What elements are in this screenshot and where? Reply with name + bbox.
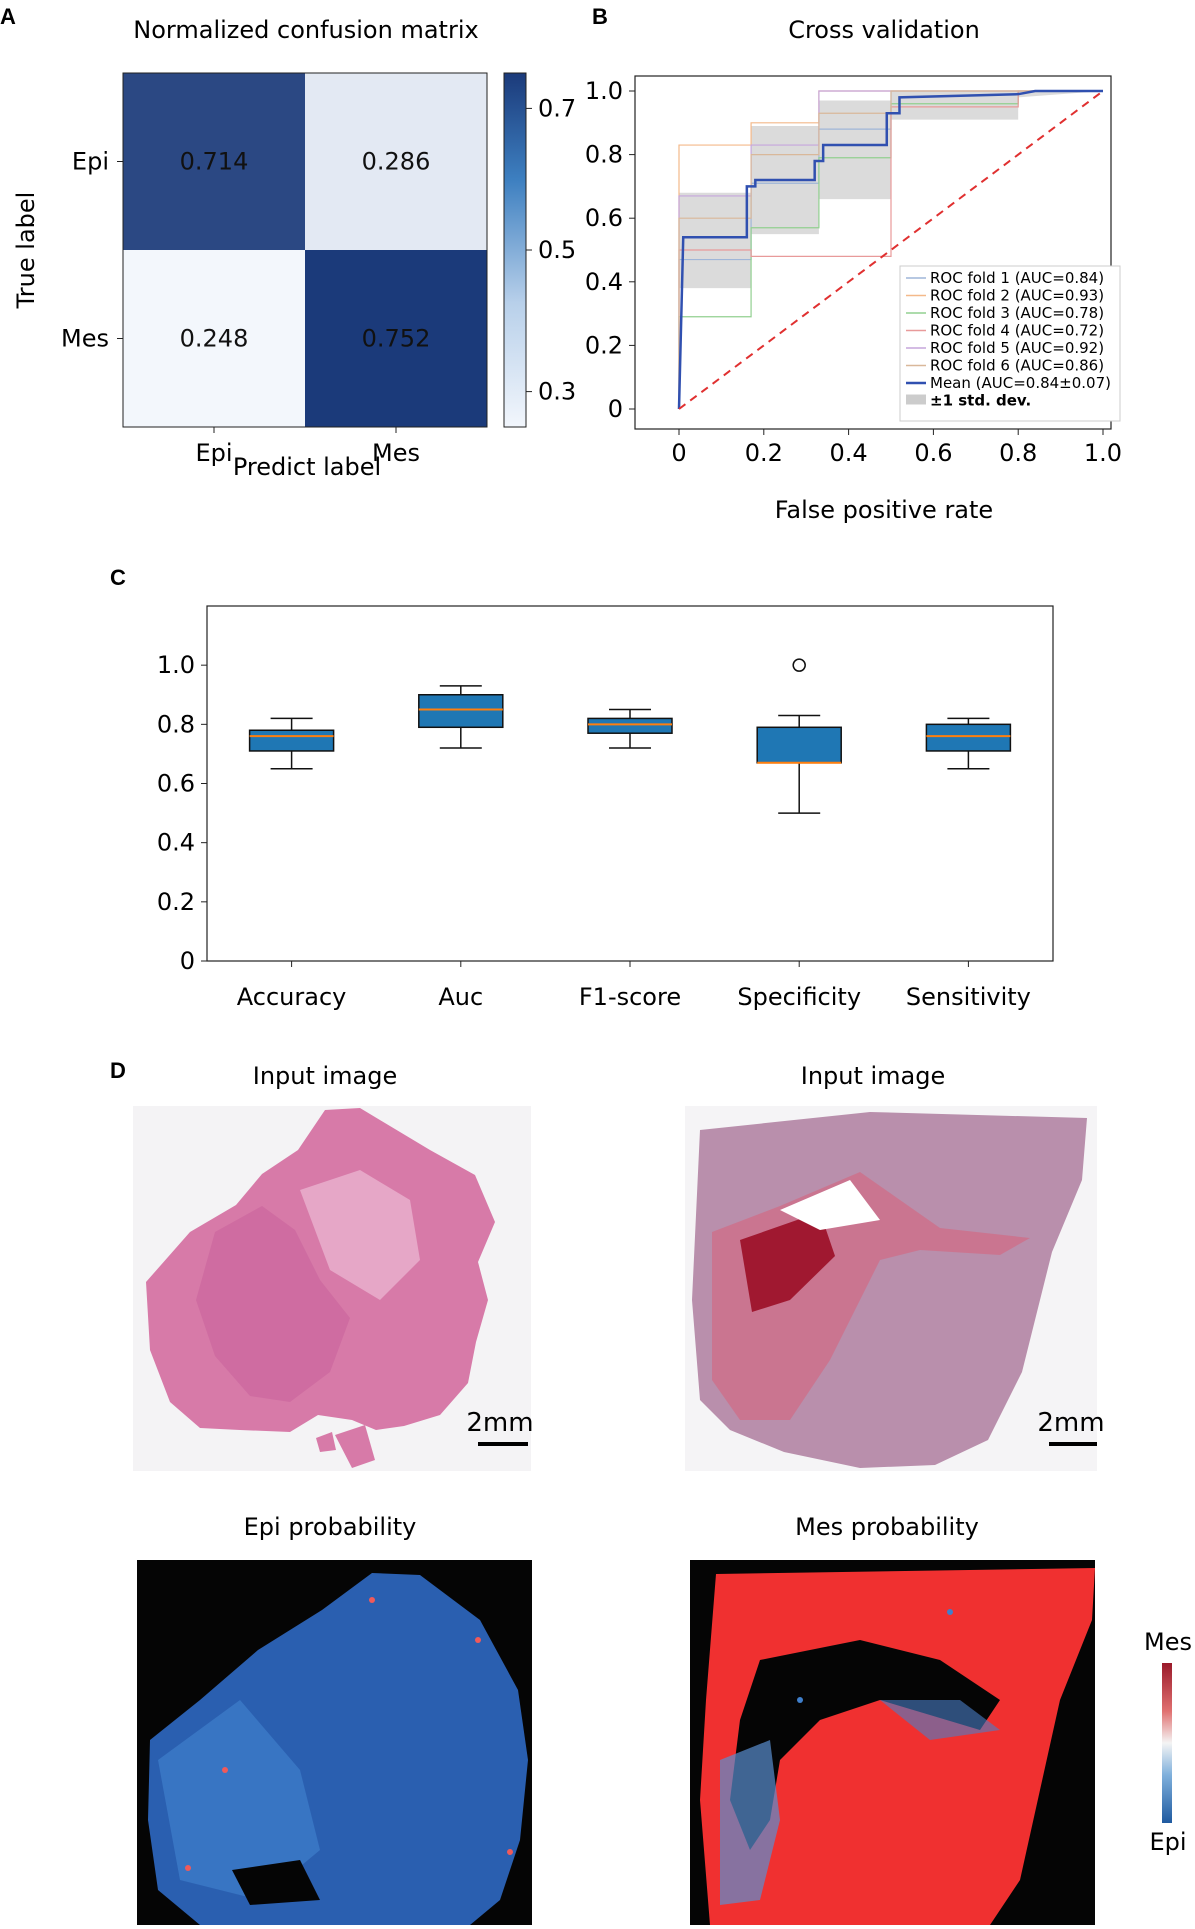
roc-title: Cross validation (788, 16, 980, 44)
roc-xtick-label: 0.8 (999, 439, 1037, 467)
box-xtick-label: Sensitivity (906, 983, 1031, 1011)
roc-ytick-label: 0.4 (585, 268, 623, 296)
roc-legend-band-label: ±1 std. dev. (930, 392, 1031, 410)
roc-ytick-label: 0.6 (585, 204, 623, 232)
confusion-ytick-label: Mes (61, 325, 109, 353)
roc-xtick-label: 0.2 (745, 439, 783, 467)
box-xtick-label: F1-score (579, 983, 681, 1011)
roc-ytick-label: 0.2 (585, 331, 623, 359)
legend-bottom-label: Epi (1149, 1828, 1186, 1856)
confusion-xtick-label: Epi (195, 439, 232, 467)
epi-probability-map (137, 1560, 532, 1925)
box-ytick-label: 0.4 (157, 829, 195, 857)
roc-legend-label: ROC fold 1 (AUC=0.84) (930, 269, 1104, 287)
input-image-title-right: Input image (801, 1062, 946, 1090)
box-plot: 0 0.2 0.4 0.6 0.8 1.0 Accuracy Auc F1-score Speci… (157, 605, 1054, 1011)
roc-ytick-label: 0.8 (585, 141, 623, 169)
roc-chance-line (678, 90, 1104, 410)
roc-fold-line (678, 90, 1103, 409)
roc-ytick-label: 1.0 (585, 77, 623, 105)
confusion-cell-value: 0.286 (362, 148, 431, 176)
confusion-frame (122, 72, 488, 428)
roc-ytick-label: 0 (608, 395, 623, 423)
probability-legend: Mes Epi (1144, 1628, 1192, 1856)
panel-label-a: A (0, 4, 16, 29)
confusion-ylabel: True label (12, 192, 40, 310)
box-outlier (792, 658, 806, 672)
roc-xtick-label: 0.6 (914, 439, 952, 467)
box-ytick-label: 0 (180, 947, 195, 975)
roc-xtick-label: 0 (671, 439, 686, 467)
scale-bar-label-right: 2mm (1037, 1408, 1104, 1438)
box-axes-frame (206, 605, 1054, 962)
box-iqr (418, 694, 504, 729)
roc-xtick-label: 1.0 (1084, 439, 1122, 467)
roc-fold-line (678, 90, 1103, 409)
input-image-left: 2mm (133, 1106, 534, 1471)
box-ytick-label: 0.8 (157, 710, 195, 738)
box-xtick-label: Specificity (737, 983, 861, 1011)
roc-fold-line (678, 90, 1103, 409)
roc-legend-band-swatch (906, 394, 926, 405)
box-ytick-label: 0.2 (157, 888, 195, 916)
confusion-cell-value: 0.752 (362, 325, 431, 353)
box-xtick-label: Accuracy (237, 983, 347, 1011)
confusion-cell-value: 0.248 (180, 325, 249, 353)
legend-top-label: Mes (1144, 1628, 1192, 1656)
roc-legend-label: Mean (AUC=0.84±0.07) (930, 374, 1111, 392)
roc-xtick-label: 0.4 (830, 439, 868, 467)
confusion-cell (123, 250, 305, 427)
confusion-matrix: 0.714 0.286 0.248 0.752 Epi Mes Epi Mes (61, 72, 488, 467)
box-xtick-label: Auc (438, 983, 483, 1011)
epi-probability-title: Epi probability (244, 1513, 417, 1541)
roc-legend-label: ROC fold 6 (AUC=0.86) (930, 357, 1104, 375)
box-iqr (925, 723, 1012, 752)
box-ytick-label: 0.6 (157, 770, 195, 798)
box-iqr (587, 717, 673, 734)
colorbar-tick-label: 0.3 (538, 378, 576, 406)
panel-label-c: C (110, 565, 126, 590)
box-iqr (248, 729, 335, 752)
confusion-colorbar: 0.7 0.5 0.3 (503, 72, 576, 428)
confusion-xtick-label: Mes (372, 439, 420, 467)
confusion-cell-value: 0.714 (180, 148, 249, 176)
mes-probability-map (690, 1560, 1095, 1925)
box-ytick-label: 1.0 (157, 651, 195, 679)
panel-label-b: B (592, 4, 608, 29)
roc-legend-label: ROC fold 4 (AUC=0.72) (930, 322, 1104, 340)
scale-bar-label-left: 2mm (466, 1408, 533, 1438)
colorbar-tick-label: 0.5 (538, 236, 576, 264)
roc-mean-line (677, 89, 1103, 410)
roc-legend-box (899, 265, 1121, 422)
box-iqr (756, 726, 842, 764)
confusion-cell (305, 73, 487, 250)
legend-colorbar (1162, 1663, 1172, 1823)
mes-probability-title: Mes probability (795, 1513, 979, 1541)
confusion-xlabel: Predict label (233, 453, 381, 481)
confusion-matrix-title: Normalized confusion matrix (133, 16, 478, 44)
roc-legend-label: ROC fold 5 (AUC=0.92) (930, 339, 1104, 357)
confusion-cell (123, 73, 305, 250)
roc-xlabel: False positive rate (775, 496, 993, 524)
roc-chart: 0 0.2 0.4 0.6 0.8 1.0 0 0.2 0.4 0.6 0.8 1.0 ROC fold… (585, 75, 1122, 467)
input-image-right: 2mm (685, 1106, 1105, 1471)
roc-legend-label: ROC fold 3 (AUC=0.78) (930, 304, 1104, 322)
confusion-cell (305, 250, 487, 427)
input-image-title-left: Input image (253, 1062, 398, 1090)
colorbar-tick-label: 0.7 (538, 94, 576, 122)
confusion-ytick-label: Epi (72, 148, 109, 176)
roc-legend-label: ROC fold 2 (AUC=0.93) (930, 287, 1104, 305)
panel-label-d: D (110, 1058, 126, 1083)
